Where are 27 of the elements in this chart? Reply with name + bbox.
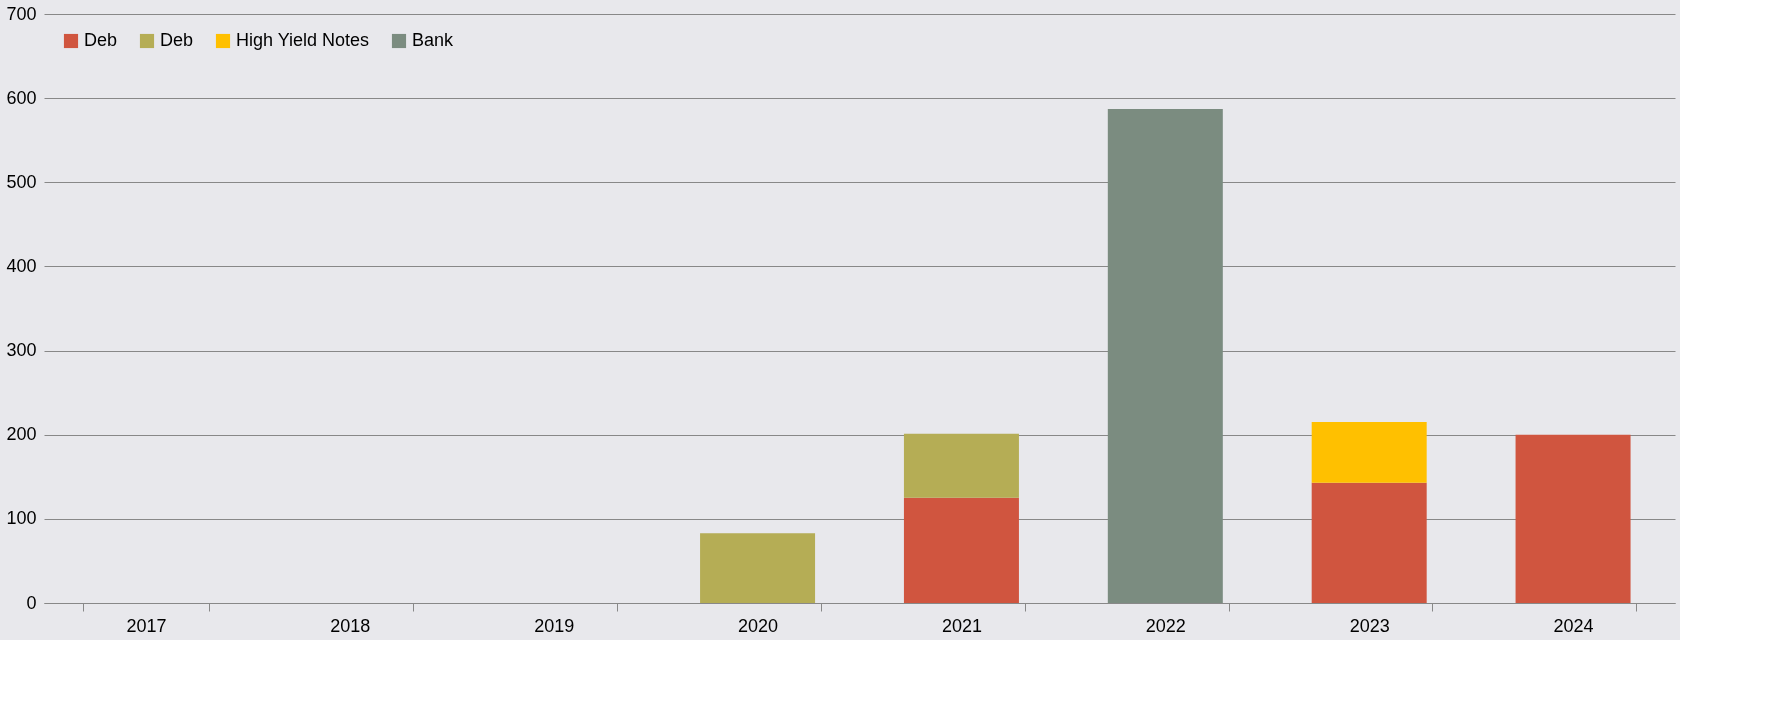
x-tick-label: 2023 (1349, 615, 1390, 636)
legend-label: Bank (412, 30, 455, 50)
bar (1515, 434, 1631, 603)
y-tick-label: 700 (6, 3, 37, 24)
bar (1311, 422, 1427, 483)
y-tick-label: 200 (6, 424, 37, 445)
legend-label: Deb (84, 30, 118, 50)
x-tick-label: 2019 (534, 615, 575, 636)
bar (1311, 482, 1427, 603)
bar (903, 433, 1019, 498)
x-tick-label: 2017 (126, 615, 167, 636)
y-tick-label: 0 (26, 592, 37, 613)
y-tick-label: 600 (6, 87, 37, 108)
bar (700, 533, 816, 603)
legend-label: High Yield Notes (236, 30, 370, 50)
y-tick-label: 300 (6, 340, 37, 361)
x-tick-label: 2020 (738, 615, 779, 636)
x-tick-label: 2022 (1145, 615, 1186, 636)
legend-label: Deb (160, 30, 194, 50)
y-tick-label: 500 (6, 171, 37, 192)
x-tick-label: 2021 (941, 615, 982, 636)
bar (1107, 109, 1223, 603)
x-tick-label: 2024 (1553, 615, 1594, 636)
x-tick-label: 2018 (330, 615, 371, 636)
y-tick-label: 100 (6, 508, 37, 529)
bar (903, 497, 1019, 603)
y-tick-label: 400 (6, 255, 37, 276)
